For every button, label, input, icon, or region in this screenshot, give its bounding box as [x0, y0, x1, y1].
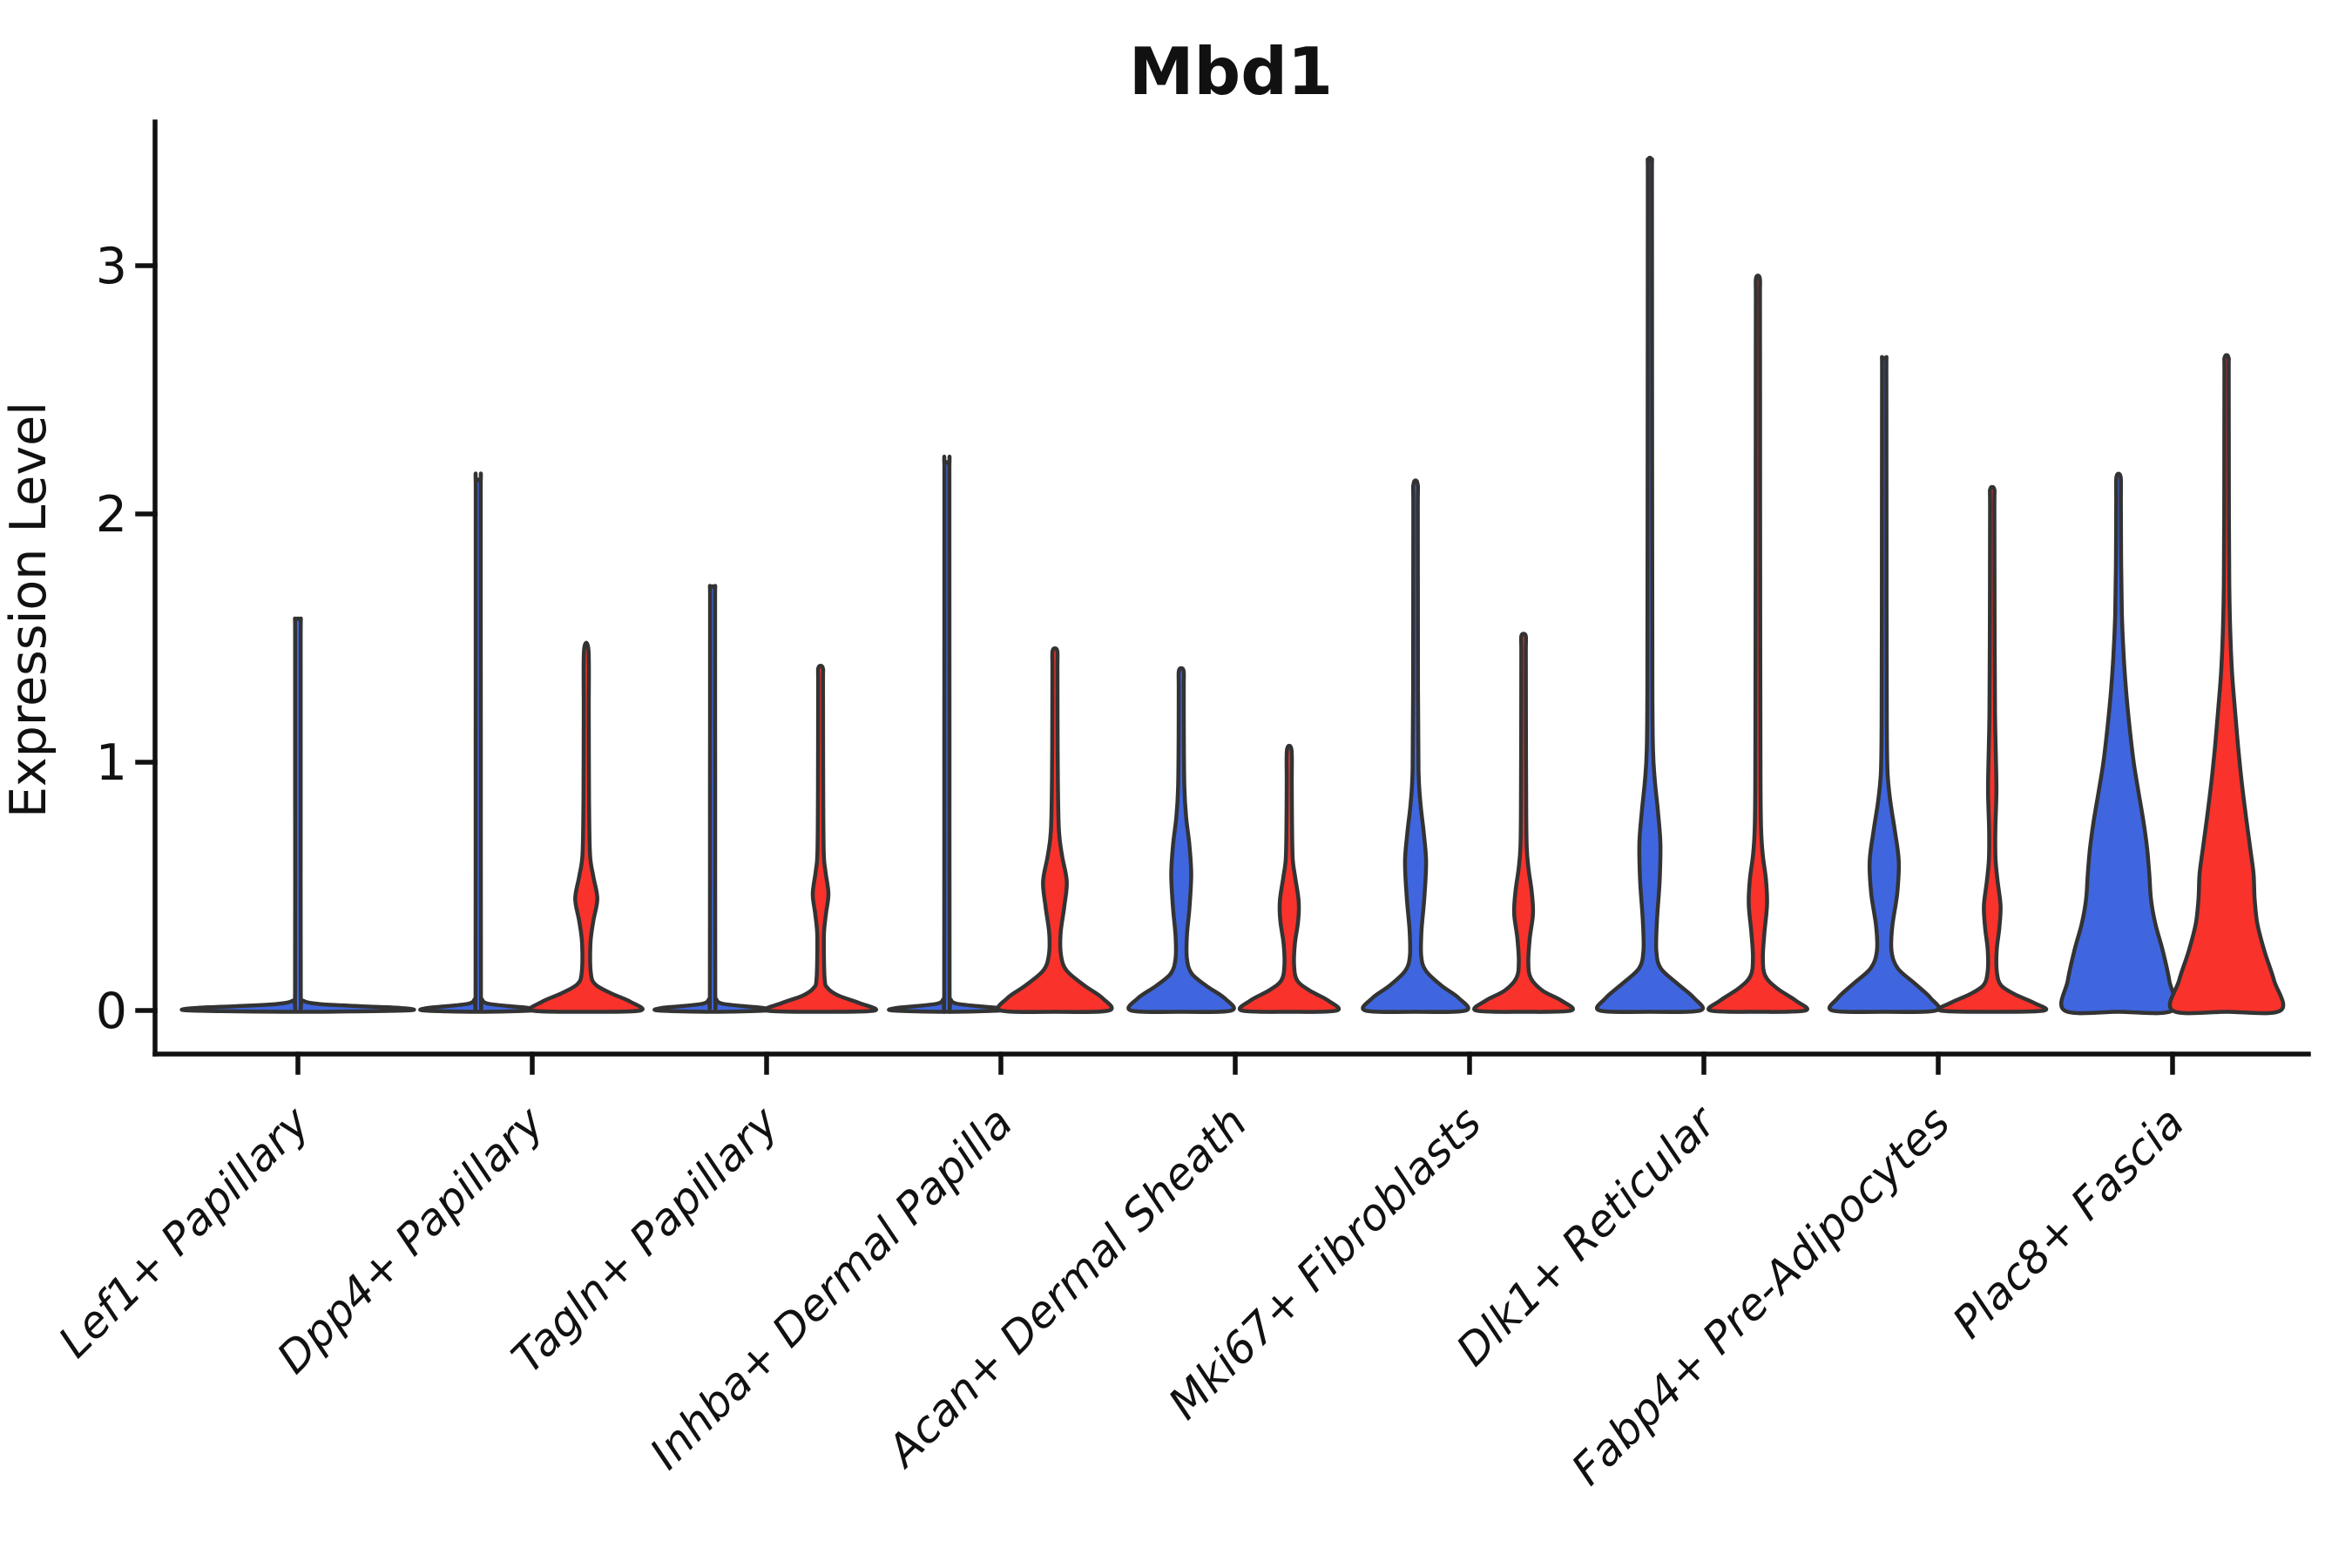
violin-0-blue-full — [179, 616, 416, 1014]
y-tick-label-0: 0 — [96, 983, 127, 1040]
violins-layer — [179, 155, 2286, 1016]
x-category-label-7: Fabp4+ Pre-Adipocytes — [1562, 1097, 1960, 1495]
x-category-label-0: Lef1+ Papillary — [49, 1096, 320, 1367]
violin-6-blue-left — [1594, 155, 1706, 1014]
violin-2-red-right — [763, 664, 878, 1014]
x-category-label-8: Plac8+ Fascia — [1943, 1097, 2194, 1348]
violin-7-red-right — [1936, 484, 2049, 1014]
y-axis-label: Expression Level — [0, 402, 57, 818]
violin-5-red-right — [1472, 632, 1575, 1014]
y-tick-label-1: 1 — [96, 734, 127, 792]
violin-3-red-right — [996, 646, 1114, 1014]
chart-title: Mbd1 — [1129, 33, 1333, 110]
y-tick-labels: 0 1 2 3 — [96, 238, 127, 1040]
violin-6-red-right — [1707, 274, 1809, 1014]
violin-4-red-right — [1237, 743, 1342, 1014]
y-tick-label-2: 2 — [96, 486, 127, 544]
violin-4-blue-left — [1126, 666, 1236, 1014]
violin-8-blue-left — [2058, 471, 2179, 1016]
violin-2-blue-left — [652, 584, 773, 1014]
violin-1-red-right — [528, 640, 645, 1014]
violin-1-blue-left — [418, 471, 538, 1014]
y-tick-label-3: 3 — [96, 238, 127, 295]
x-category-label-6: Dlk1+ Reticular — [1447, 1095, 1727, 1375]
axes-layer — [135, 119, 2311, 1075]
violin-5-blue-left — [1361, 478, 1470, 1014]
violin-3-blue-left — [887, 455, 1007, 1014]
violin-7-blue-left — [1827, 355, 1942, 1014]
violin-8-red-right — [2167, 353, 2286, 1016]
